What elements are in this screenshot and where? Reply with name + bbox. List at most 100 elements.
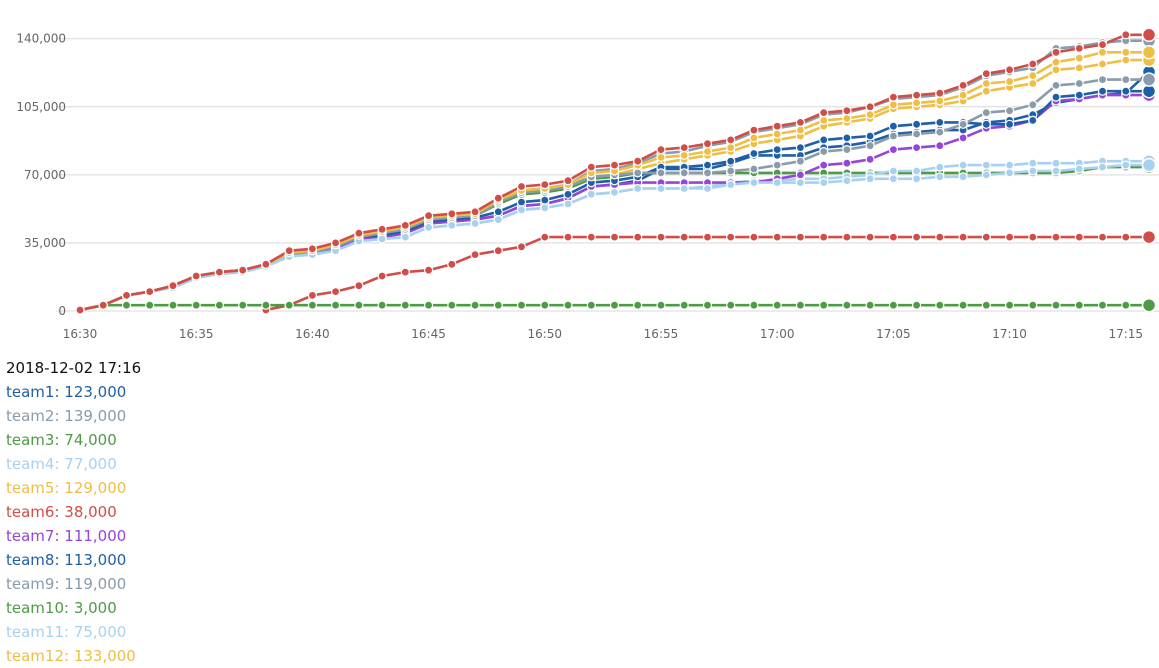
data-point-team9[interactable] [749, 164, 759, 174]
data-point-team8[interactable] [702, 160, 713, 170]
data-point-team6[interactable] [656, 232, 666, 242]
data-point-team6-top[interactable] [168, 281, 178, 291]
data-point-team10[interactable] [633, 300, 643, 310]
data-point-team10[interactable] [1051, 300, 1061, 310]
data-point-team6-top[interactable] [819, 107, 829, 118]
data-point-team6-top[interactable] [981, 69, 991, 79]
data-point-team6-top[interactable] [470, 207, 480, 217]
data-point-team10[interactable] [702, 300, 713, 310]
data-point-team7[interactable] [842, 158, 852, 168]
data-point-team7[interactable] [865, 154, 875, 164]
data-point-team6-top[interactable] [633, 156, 643, 166]
data-point-team6-top[interactable] [749, 125, 759, 135]
data-point-team6-top[interactable] [795, 117, 806, 128]
data-point-team11[interactable] [1028, 166, 1038, 176]
data-point-team8[interactable] [981, 119, 991, 129]
data-point-team11[interactable] [679, 183, 689, 194]
data-point-team11[interactable] [516, 205, 527, 215]
data-point-team6[interactable] [819, 232, 829, 242]
data-point-team8[interactable] [888, 121, 899, 131]
data-point-team10[interactable] [145, 300, 155, 310]
data-point-team12[interactable] [1141, 45, 1157, 60]
data-point-team11[interactable] [609, 187, 620, 197]
data-point-team6-top[interactable] [702, 139, 713, 149]
data-point-team6[interactable] [1028, 232, 1038, 242]
data-point-team10[interactable] [958, 300, 968, 310]
data-point-team6-top[interactable] [377, 224, 387, 234]
data-point-team11[interactable] [726, 180, 736, 190]
data-point-team10[interactable] [377, 300, 387, 310]
data-point-team9[interactable] [1121, 74, 1131, 85]
data-point-team5[interactable] [1074, 63, 1084, 73]
data-point-team6-top[interactable] [400, 220, 410, 230]
data-point-team6[interactable] [563, 232, 573, 242]
data-point-team9[interactable] [935, 127, 945, 137]
data-point-team6-top[interactable] [447, 209, 457, 219]
data-point-team11[interactable] [377, 234, 387, 244]
data-point-team11[interactable] [795, 178, 806, 188]
data-point-team6-top[interactable] [888, 92, 899, 102]
data-point-team6[interactable] [493, 246, 503, 256]
data-point-team4[interactable] [981, 160, 991, 170]
data-point-team6[interactable] [749, 232, 759, 242]
data-point-team6-top[interactable] [609, 160, 620, 170]
data-point-team8[interactable] [1004, 119, 1015, 129]
data-point-team11[interactable] [958, 172, 968, 182]
data-point-team6-top[interactable] [1028, 59, 1038, 69]
data-point-team6-top[interactable] [261, 259, 271, 269]
data-point-team5[interactable] [1121, 55, 1131, 65]
data-point-team10[interactable] [214, 300, 224, 310]
data-point-team6[interactable] [1121, 232, 1131, 242]
data-point-team8[interactable] [563, 189, 573, 199]
data-point-team6-top[interactable] [842, 106, 852, 116]
data-point-team9[interactable] [1004, 106, 1015, 116]
data-point-team6[interactable] [400, 267, 410, 277]
data-point-team6-top[interactable] [1051, 47, 1061, 57]
data-point-team9[interactable] [888, 131, 899, 141]
data-point-team6[interactable] [1074, 232, 1084, 242]
data-point-team10[interactable] [865, 300, 875, 310]
data-point-team10[interactable] [261, 300, 271, 310]
data-point-team6[interactable] [772, 232, 782, 242]
data-point-team10[interactable] [749, 300, 759, 310]
data-point-team9[interactable] [772, 160, 782, 170]
data-point-team12[interactable] [1121, 47, 1131, 57]
data-point-team11[interactable] [493, 215, 503, 225]
data-point-team6-top[interactable] [284, 246, 294, 256]
data-point-team10[interactable] [911, 300, 922, 310]
data-point-team11[interactable] [935, 172, 945, 182]
data-point-team5[interactable] [1051, 65, 1061, 75]
data-point-team10[interactable] [191, 300, 201, 310]
data-point-team11[interactable] [865, 174, 875, 184]
data-point-team6[interactable] [1141, 229, 1157, 245]
data-point-team8[interactable] [516, 197, 527, 207]
data-point-team6[interactable] [981, 232, 991, 242]
data-point-team6-top[interactable] [1074, 43, 1084, 54]
data-point-team10[interactable] [470, 300, 480, 310]
data-point-team10[interactable] [1097, 300, 1108, 310]
data-point-team8[interactable] [795, 143, 806, 153]
data-point-team6[interactable] [888, 232, 899, 242]
data-point-team12[interactable] [819, 115, 829, 126]
data-point-team10[interactable] [447, 300, 457, 310]
data-point-team6[interactable] [354, 281, 364, 291]
data-point-team6[interactable] [377, 271, 387, 281]
data-point-team9[interactable] [911, 129, 922, 139]
data-point-team12[interactable] [981, 78, 991, 89]
data-point-team8[interactable] [1074, 90, 1084, 100]
data-point-team9[interactable] [1028, 100, 1038, 110]
data-point-team6[interactable] [447, 259, 457, 269]
data-point-team11[interactable] [633, 183, 643, 194]
data-point-team6[interactable] [424, 265, 434, 275]
data-point-team6-top[interactable] [656, 145, 666, 155]
data-point-team6-top[interactable] [121, 290, 132, 300]
data-point-team6-top[interactable] [679, 143, 689, 153]
data-point-team10[interactable] [1028, 300, 1038, 310]
data-point-team9[interactable] [702, 168, 713, 178]
data-point-team8[interactable] [726, 156, 736, 166]
data-point-team10[interactable] [354, 300, 364, 310]
data-point-team6-top[interactable] [540, 180, 550, 190]
data-point-team6-top[interactable] [191, 271, 201, 281]
data-point-team12[interactable] [935, 96, 945, 106]
data-point-team4[interactable] [935, 162, 945, 172]
